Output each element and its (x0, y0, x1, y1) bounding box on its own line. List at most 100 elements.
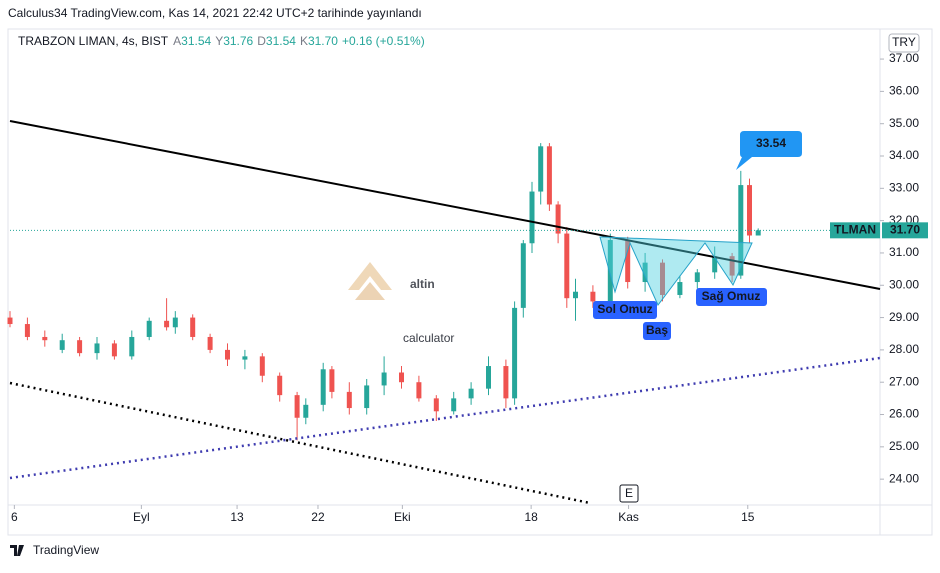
y-tick-label: 27.00 (889, 374, 919, 388)
currency-box[interactable] (888, 33, 920, 53)
candle-body (329, 369, 335, 392)
candle-body (77, 340, 83, 354)
candle-body (729, 256, 735, 276)
candle-body (111, 343, 117, 357)
candle-body (433, 398, 439, 412)
symbol-label-box (830, 222, 880, 239)
chart-title: TRABZON LIMAN, 4s, BIST A31.54 Y31.76 D31.5… (18, 34, 425, 48)
x-tick-label: 22 (311, 510, 325, 524)
candle-body (94, 343, 100, 354)
candle-body (242, 356, 248, 360)
candle-body (538, 146, 544, 192)
trend-line[interactable] (9, 120, 881, 290)
candle-body (172, 317, 178, 328)
x-tick-label: 13 (230, 510, 244, 524)
candle-body (546, 146, 552, 205)
candle-body (625, 240, 631, 283)
candle-body (520, 243, 526, 308)
candle-body (225, 349, 230, 360)
event-box[interactable] (619, 484, 639, 503)
y-tick-label: 25.00 (889, 439, 919, 453)
candle-body (555, 204, 561, 234)
candle-body (294, 395, 300, 418)
annotation-box[interactable] (593, 301, 657, 319)
candle-body (399, 372, 404, 383)
symbol-label: TLMAN (834, 223, 876, 237)
frame (7, 28, 933, 536)
candle-body (468, 388, 474, 399)
candle-body (564, 233, 570, 299)
ohlc-value: 31.76 (223, 34, 253, 48)
annotation-box[interactable] (696, 288, 767, 306)
last-price-box (882, 222, 928, 239)
candle-body (129, 336, 135, 357)
symbol-title: TRABZON LIMAN, 4s, BIST (18, 34, 169, 48)
candle-body (259, 356, 265, 376)
callout-box[interactable] (736, 131, 802, 170)
candle-body (164, 320, 170, 328)
candle-body (712, 256, 718, 273)
y-tick-label: 24.00 (889, 471, 919, 485)
annotation: 33.54 (756, 136, 786, 150)
candle-body (529, 191, 535, 244)
candle-body (24, 324, 30, 337)
candle-body (590, 291, 596, 302)
y-tick-label: 28.00 (889, 342, 919, 356)
watermark-logo (355, 282, 385, 300)
x-tick-label: Eki (394, 510, 411, 524)
x-tick-label: 6 (11, 510, 18, 524)
candle-body (381, 372, 387, 386)
candle-body (277, 375, 283, 396)
last-price-label: 31.70 (890, 223, 920, 237)
trend-line[interactable] (9, 381, 591, 505)
event-marker: E (625, 486, 633, 500)
y-tick-label: 26.00 (889, 407, 919, 421)
publisher: Calculus34 TradingView.com, Kas 14, 2021… (8, 6, 422, 20)
ohlc-key: D (257, 34, 266, 48)
candle-body (738, 185, 744, 276)
candle-body (303, 404, 309, 418)
change: +0.16 (+0.51%) (342, 34, 425, 48)
annotation: Sağ Omuz (702, 289, 761, 303)
watermark-text: altin (410, 277, 435, 291)
candle-body (512, 307, 518, 399)
candle-body (59, 340, 65, 350)
y-tick-label: 34.00 (889, 148, 919, 162)
candle-body (416, 382, 422, 399)
candle-body (607, 240, 613, 302)
y-tick-label: 36.00 (889, 84, 919, 98)
footer: TradingView (33, 543, 99, 557)
candle-body (747, 185, 752, 236)
annotation: Sol Omuz (597, 302, 652, 316)
candle-body (42, 336, 48, 341)
candle-body (320, 369, 326, 405)
annotation-box[interactable] (643, 322, 671, 340)
candle-body (486, 366, 491, 389)
head-shoulders-pattern[interactable] (599, 236, 753, 306)
y-tick-label: 29.00 (889, 310, 919, 324)
ohlc-value: 31.54 (266, 34, 296, 48)
ohlc-key: A (173, 34, 181, 48)
plot (7, 143, 761, 441)
x-tick-label: Kas (618, 510, 639, 524)
ohlc-value: 31.70 (308, 34, 338, 48)
candle-body (660, 262, 665, 295)
candle-body (146, 320, 152, 337)
candle-body (190, 317, 196, 337)
x-tick-label: 15 (741, 510, 755, 524)
candle-body (677, 282, 683, 295)
y-tick-label: 35.00 (889, 116, 919, 130)
candle-body (503, 366, 509, 399)
trend-line[interactable] (9, 356, 881, 480)
candle-body (451, 398, 457, 412)
annotation: Baş (646, 323, 668, 337)
y-tick-label: 30.00 (889, 277, 919, 291)
currency: TRY (892, 35, 916, 49)
candle-body (642, 262, 648, 283)
candle-body (573, 291, 578, 299)
x-tick-label: Eyl (133, 510, 150, 524)
y-tick-label: 37.00 (889, 51, 919, 65)
ohlc-value: 31.54 (181, 34, 211, 48)
